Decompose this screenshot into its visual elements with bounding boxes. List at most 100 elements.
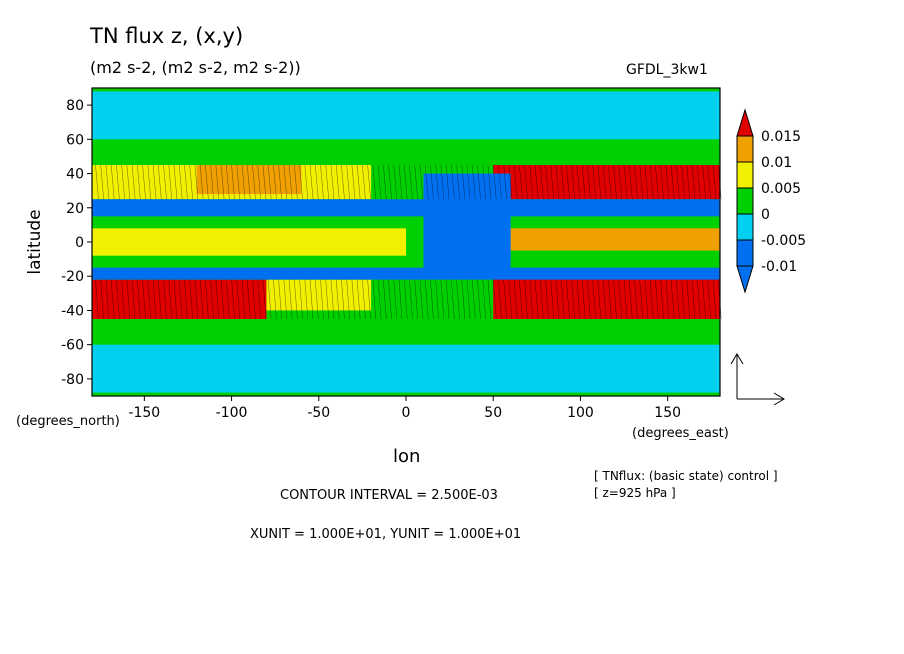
- contour-line: [576, 164, 581, 200]
- colorbar-top-arrow: [736, 108, 754, 137]
- contour-line: [178, 279, 183, 320]
- contour-line: [189, 279, 193, 320]
- field-region: [196, 165, 302, 195]
- contour-line: [524, 164, 528, 200]
- contour-line: [356, 279, 361, 320]
- contour-line: [320, 164, 324, 200]
- x-tick-label: 0: [402, 405, 411, 421]
- contour-line: [519, 164, 523, 200]
- reference-vector-y-head: [730, 353, 744, 365]
- contour-line: [629, 164, 633, 200]
- contour-line: [147, 164, 152, 200]
- y-tick-label: 80: [66, 98, 84, 114]
- contour-line: [639, 164, 644, 200]
- contour-line: [330, 279, 335, 320]
- y-tick-label: -60: [61, 338, 84, 354]
- contour-line: [137, 164, 141, 200]
- contour-line: [131, 164, 136, 200]
- contour-line: [404, 279, 408, 320]
- contour-line: [299, 164, 303, 200]
- contour-line: [472, 164, 476, 200]
- contour-line: [95, 279, 99, 320]
- contour-line: [236, 164, 241, 200]
- contour-line: [451, 164, 455, 200]
- contour-line: [576, 279, 581, 320]
- contour-line: [100, 164, 104, 200]
- colorbar-box: [736, 213, 754, 241]
- contour-line: [210, 164, 214, 200]
- y-tick-label: -40: [61, 303, 84, 319]
- contour-line: [110, 164, 115, 200]
- contour-line: [702, 279, 706, 320]
- colorbar-box: [736, 135, 754, 163]
- contour-line: [341, 164, 345, 200]
- contour-line: [492, 279, 497, 320]
- contour-line: [492, 164, 497, 200]
- contour-line: [215, 164, 220, 200]
- contour-line: [498, 279, 502, 320]
- contour-line: [597, 279, 602, 320]
- contour-line: [414, 279, 418, 320]
- contour-line: [466, 164, 471, 200]
- contour-line: [482, 164, 487, 200]
- contour-line: [534, 164, 539, 200]
- contour-line: [581, 279, 586, 320]
- contour-line: [461, 279, 466, 320]
- contour-line: [655, 279, 659, 320]
- contour-line: [540, 164, 544, 200]
- contour-line: [110, 279, 115, 320]
- contour-line: [445, 164, 450, 200]
- colorbar-label: 0: [761, 207, 770, 223]
- contour-line: [681, 279, 685, 320]
- contour-line: [163, 279, 167, 320]
- contour-line: [351, 164, 356, 200]
- contour-line: [231, 164, 235, 200]
- contour-line: [419, 164, 424, 200]
- x-tick-label: -150: [128, 405, 160, 421]
- contour-line: [252, 279, 256, 320]
- contour-line: [529, 279, 534, 320]
- contour-line: [315, 164, 319, 200]
- contour-line: [681, 164, 685, 200]
- contour-line: [184, 279, 188, 320]
- contour-line: [304, 279, 309, 320]
- contour-line: [398, 279, 403, 320]
- contour-line: [241, 164, 246, 200]
- contour-line: [252, 164, 256, 200]
- contour-line: [168, 164, 173, 200]
- contour-line: [707, 279, 712, 320]
- contour-line: [686, 279, 691, 320]
- contour-line: [430, 279, 434, 320]
- y-tick-label: 40: [66, 167, 84, 183]
- contour-line: [409, 279, 413, 320]
- contour-line: [618, 164, 623, 200]
- contour-line: [435, 279, 439, 320]
- colorbar-box: [736, 187, 754, 215]
- contour-line: [116, 279, 120, 320]
- contour-line: [430, 164, 434, 200]
- contour-line: [550, 164, 555, 200]
- contour-line: [571, 279, 575, 320]
- contour-line: [503, 279, 507, 320]
- contour-line: [665, 279, 670, 320]
- contour-line: [147, 279, 152, 320]
- contour-line: [534, 279, 539, 320]
- contour-line: [346, 279, 350, 320]
- contour-line: [152, 279, 157, 320]
- contour-line: [257, 164, 261, 200]
- contour-line: [163, 164, 167, 200]
- field-region: [92, 267, 720, 280]
- x-tick-label: -50: [307, 405, 330, 421]
- contour-line: [278, 279, 282, 320]
- contour-line: [210, 279, 214, 320]
- colorbar-label: 0.005: [761, 181, 801, 197]
- contour-line: [262, 279, 267, 320]
- contour-line: [697, 279, 701, 320]
- contour-interval-text: CONTOUR INTERVAL = 2.500E-03: [280, 488, 498, 503]
- contour-line: [356, 164, 361, 200]
- contour-line: [676, 164, 680, 200]
- contour-line: [278, 164, 282, 200]
- contour-line: [482, 279, 487, 320]
- contour-line: [189, 164, 193, 200]
